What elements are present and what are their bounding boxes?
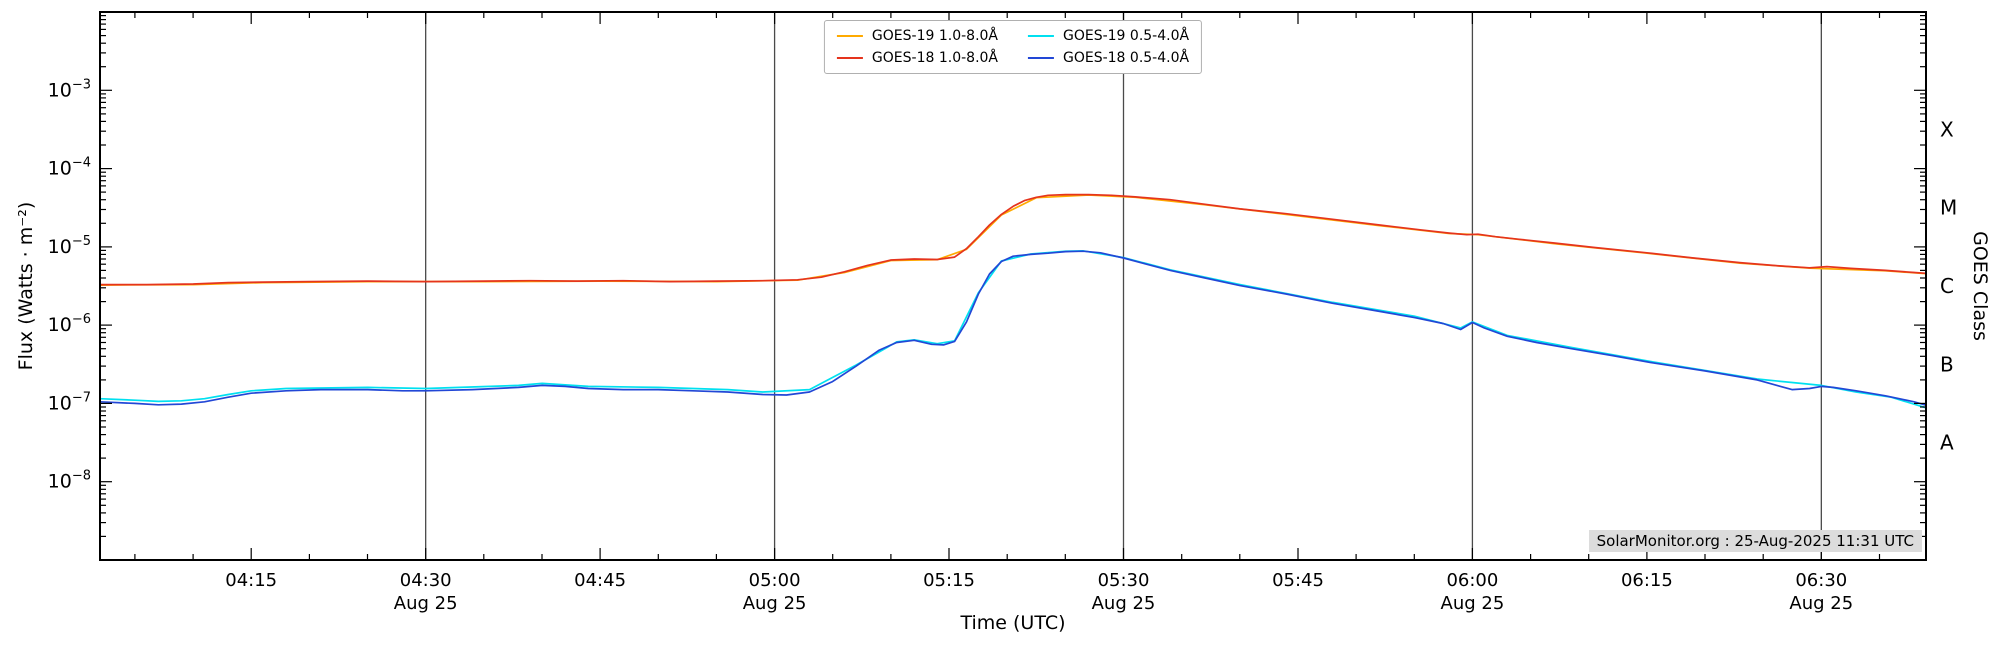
svg-text:10−4: 10−4 <box>48 156 91 180</box>
day-gridlines <box>425 12 1822 560</box>
svg-text:Aug 25: Aug 25 <box>394 593 458 614</box>
svg-text:10−6: 10−6 <box>48 312 91 336</box>
legend-swatch-goes18-long <box>836 57 863 59</box>
series-line-goes18-short <box>100 250 1926 407</box>
legend-item-goes18-short: GOES-18 0.5-4.0Å <box>1028 50 1189 66</box>
solarmonitor-timestamp: SolarMonitor.org : 25-Aug-2025 11:31 UTC <box>1588 530 1922 552</box>
legend-swatch-goes18-short <box>1028 57 1054 59</box>
y-axis-right-label: GOES Class <box>1969 231 1991 341</box>
svg-text:C: C <box>1940 274 1954 298</box>
legend-swatch-goes19-short <box>1028 35 1054 37</box>
svg-text:05:45: 05:45 <box>1272 570 1324 591</box>
legend-item-goes19-long: GOES-19 1.0-8.0Å <box>836 28 998 44</box>
legend-label-goes19-short: GOES-19 0.5-4.0Å <box>1063 28 1190 44</box>
svg-text:05:30: 05:30 <box>1098 570 1150 591</box>
series-line-goes19-long <box>100 194 1926 286</box>
svg-text:04:30: 04:30 <box>400 570 452 591</box>
plot-border <box>99 11 1927 561</box>
series-line-goes18-long <box>100 193 1926 286</box>
svg-text:A: A <box>1940 431 1954 455</box>
legend: GOES-19 1.0-8.0Å GOES-19 0.5-4.0Å GOES-1… <box>823 20 1203 74</box>
svg-text:M: M <box>1940 196 1957 220</box>
svg-text:10−7: 10−7 <box>48 390 91 414</box>
svg-text:Aug 25: Aug 25 <box>1789 593 1853 614</box>
svg-text:05:00: 05:00 <box>749 570 801 591</box>
svg-text:06:00: 06:00 <box>1446 570 1498 591</box>
svg-text:06:15: 06:15 <box>1621 570 1673 591</box>
legend-item-goes18-long: GOES-18 1.0-8.0Å <box>836 50 998 66</box>
svg-text:10−8: 10−8 <box>48 469 91 493</box>
svg-text:Aug 25: Aug 25 <box>1441 593 1505 614</box>
legend-label-goes18-long: GOES-18 1.0-8.0Å <box>871 50 998 66</box>
svg-text:Aug 25: Aug 25 <box>743 593 807 614</box>
svg-text:05:15: 05:15 <box>923 570 975 591</box>
svg-text:04:45: 04:45 <box>574 570 626 591</box>
y-axis-label: Flux (Watts · m⁻²) <box>15 201 37 371</box>
x-tick-labels: 04:15 04:30 04:45 05:00 05:15 05:30 05:45 06:00… <box>225 570 1853 614</box>
axis-ticks <box>100 12 1926 560</box>
y-tick-labels: 10−3 10−4 10−5 10−6 10−7 10−8 <box>48 77 91 492</box>
svg-text:10−5: 10−5 <box>48 234 91 258</box>
legend-label-goes18-short: GOES-18 0.5-4.0Å <box>1063 50 1190 66</box>
svg-text:Aug 25: Aug 25 <box>1092 593 1156 614</box>
legend-swatch-goes19-long <box>836 35 863 37</box>
svg-text:10−3: 10−3 <box>48 77 91 101</box>
svg-text:04:15: 04:15 <box>225 570 277 591</box>
legend-item-goes19-short: GOES-19 0.5-4.0Å <box>1028 28 1189 44</box>
series-lines <box>100 193 1926 409</box>
svg-text:06:30: 06:30 <box>1795 570 1847 591</box>
x-axis-label: Time (UTC) <box>960 612 1066 634</box>
goes-class-letters: X M C B A <box>1940 117 1957 454</box>
svg-text:B: B <box>1940 352 1954 376</box>
svg-text:X: X <box>1940 117 1954 141</box>
series-line-goes19-short <box>100 249 1926 409</box>
legend-label-goes19-long: GOES-19 1.0-8.0Å <box>871 28 998 44</box>
